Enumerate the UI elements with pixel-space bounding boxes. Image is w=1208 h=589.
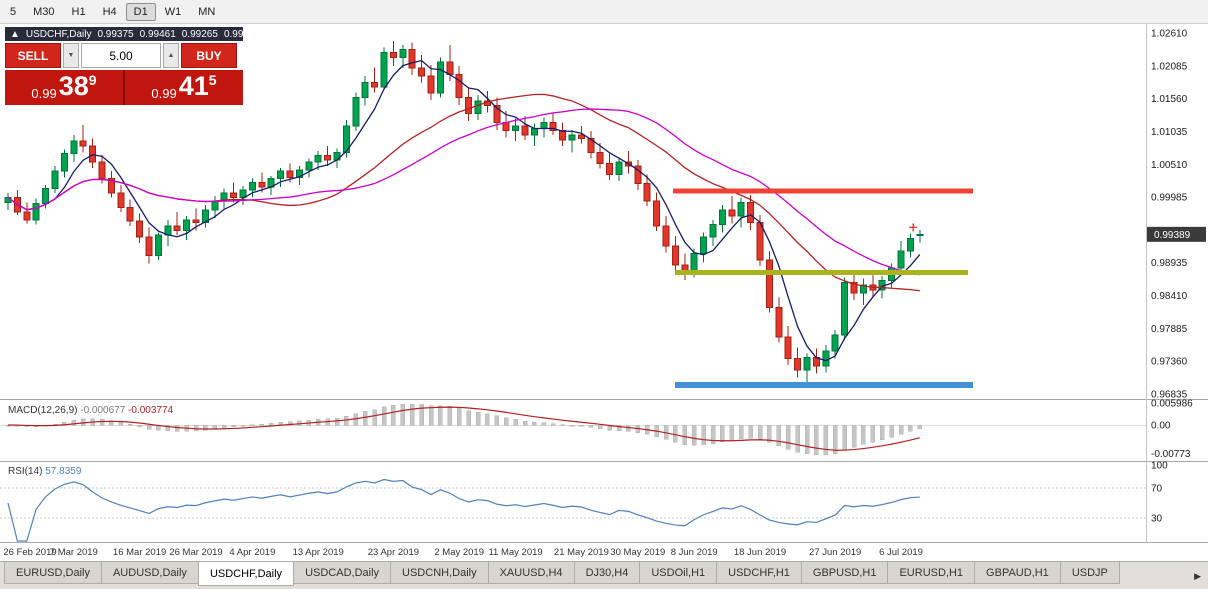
svg-text:-0.00773: -0.00773 — [1151, 449, 1191, 460]
timeframe-button-h1[interactable]: H1 — [71, 5, 86, 18]
date-axis-label: 26 Mar 2019 — [169, 547, 222, 558]
chart-area: 1.02610 1.02085 1.01560 1.01035 1.00510 0.999… — [0, 24, 1208, 561]
price-axis-label: 0.98410 — [1151, 291, 1188, 302]
price-axis-label: 0.96835 — [1151, 390, 1188, 401]
chart-tab-eurusd-h1[interactable]: EURUSD,H1 — [887, 562, 976, 584]
date-axis-label: 2 May 2019 — [434, 547, 484, 558]
timeframe-button-w1[interactable]: W1 — [164, 5, 182, 18]
ma-fast-line — [7, 59, 921, 362]
rsi-line — [7, 478, 920, 542]
macd-axis-labels: 0.005986 0.00 -0.00773 — [1151, 399, 1193, 460]
sell-price-display: 0.99 38 9 — [5, 70, 125, 105]
chart-background — [0, 24, 1208, 561]
panel-separators — [0, 24, 1208, 543]
price-axis-label: 0.99985 — [1151, 193, 1188, 204]
volume-down-icon[interactable]: ▼ — [63, 43, 79, 68]
volume-up-icon[interactable]: ▲ — [163, 43, 179, 68]
chart-tab-usdoil-h1[interactable]: USDOil,H1 — [639, 562, 718, 584]
svg-text:0.005986: 0.005986 — [1151, 399, 1193, 410]
timeframe-toolbar: 5 M30 H1 H4 D1 W1 MN — [0, 0, 1208, 24]
price-axis-label: 0.98935 — [1151, 258, 1188, 269]
timeframe-button-m30[interactable]: M30 — [33, 5, 55, 18]
chart-tab-usdchf-daily[interactable]: USDCHF,Daily — [197, 562, 295, 586]
date-axis-label: 7 Mar 2019 — [50, 547, 98, 558]
rsi-label: RSI(14) 57.8359 — [8, 466, 82, 477]
svg-text:0.00: 0.00 — [1151, 421, 1171, 432]
buy-price-display: 0.99 41 5 — [125, 70, 243, 105]
sell-price-prefix: 0.99 — [31, 86, 57, 101]
timeframe-button-d1[interactable]: D1 — [125, 2, 156, 21]
chart-tab-usdcnh-daily[interactable]: USDCNH,Daily — [390, 562, 489, 584]
sell-price-big: 38 — [58, 71, 89, 101]
chart-tab-audusd-daily[interactable]: AUDUSD,Daily — [100, 562, 199, 584]
ohlc-open: 0.99375 — [97, 28, 134, 40]
date-axis-label: 11 May 2019 — [488, 547, 542, 558]
one-click-trading-panel: ▲ USDCHF,Daily 0.99375 0.99461 0.99265 0… — [5, 27, 260, 105]
rsi-axis-labels: 100 70 30 — [1151, 461, 1168, 525]
chart-tab-usdjp[interactable]: USDJP — [1059, 562, 1120, 584]
buy-button[interactable]: BUY — [181, 43, 237, 68]
price-axis-label: 1.02085 — [1151, 61, 1188, 72]
date-axis-label: 21 May 2019 — [554, 547, 609, 558]
date-axis-label: 18 Jun 2019 — [734, 547, 786, 558]
date-axis-label: 30 May 2019 — [610, 547, 665, 558]
price-axis-label: 1.01035 — [1151, 127, 1188, 138]
svg-text:100: 100 — [1151, 461, 1168, 472]
chart-tab-usdcad-daily[interactable]: USDCAD,Daily — [293, 562, 392, 584]
ohlc-low: 0.99265 — [181, 28, 218, 40]
date-axis-label: 8 Jun 2019 — [671, 547, 718, 558]
chart-canvas[interactable]: 1.026101.020851.015601.010351.005100.999… — [0, 24, 1208, 561]
chart-tabs-bar: EURUSD,Daily AUDUSD,Daily USDCHF,Daily USDC… — [0, 561, 1208, 589]
cross-marker — [909, 223, 918, 232]
date-axis-label: 6 Jul 2019 — [879, 547, 923, 558]
timeframe-button-h4[interactable]: H4 — [102, 5, 117, 18]
macd-histogram — [5, 403, 923, 456]
chart-tab-dj30-h4[interactable]: DJ30,H4 — [573, 562, 641, 584]
price-axis-label: 1.01560 — [1151, 94, 1188, 105]
timeframe-button-5[interactable]: 5 — [10, 5, 17, 18]
chart-tab-usdchf-h1[interactable]: USDCHF,H1 — [716, 562, 802, 584]
macd-signal-line — [7, 406, 920, 451]
chart-window-header[interactable]: ▲ USDCHF,Daily 0.99375 0.99461 0.99265 0… — [5, 27, 260, 41]
chart-tab-xauusd-h4[interactable]: XAUUSD,H4 — [487, 562, 575, 584]
current-price-badge — [1147, 226, 1206, 242]
date-axis-label: 27 Jun 2019 — [809, 547, 861, 558]
price-axis-labels: 1.02610 1.02085 1.01560 1.01035 1.00510 0.999… — [1151, 29, 1188, 401]
date-axis-label: 4 Apr 2019 — [229, 547, 275, 558]
ohlc-close: 0.99389 — [223, 28, 261, 40]
timeframe-button-mn[interactable]: MN — [198, 5, 216, 18]
date-axis-label: 26 Feb 2019 — [3, 547, 56, 558]
ma-slow-line — [7, 108, 920, 276]
chart-tab-gbpusd-h1[interactable]: GBPUSD,H1 — [800, 562, 889, 584]
price-axis-label: 0.97360 — [1151, 357, 1188, 368]
collapse-icon[interactable]: ▲ — [10, 28, 20, 40]
date-axis-label: 16 Mar 2019 — [113, 547, 166, 558]
tabs-scroll-right-icon[interactable]: ▶ — [1190, 570, 1205, 583]
trade-prices-row: 0.99 38 9 0.99 41 5 — [5, 70, 243, 105]
volume-input[interactable] — [81, 43, 161, 68]
buy-price-prefix: 0.99 — [151, 86, 177, 101]
svg-text:70: 70 — [1151, 483, 1163, 494]
buy-price-big: 41 — [178, 71, 209, 101]
ohlc-high: 0.99461 — [139, 28, 176, 40]
macd-label: MACD(12,26,9) -0.000677 -0.003774 — [8, 405, 174, 416]
trade-controls-row: SELL ▼ ▲ BUY — [5, 43, 243, 68]
price-axis-label: 1.02610 — [1151, 29, 1188, 40]
price-axis-label: 1.00510 — [1151, 160, 1188, 171]
date-axis-label: 23 Apr 2019 — [368, 547, 419, 558]
date-axis-label: 13 Apr 2019 — [293, 547, 344, 558]
current-price-text: 0.99389 — [1154, 230, 1191, 241]
price-axis-label: 0.97885 — [1151, 324, 1188, 335]
drawn-hlines[interactable] — [673, 188, 973, 388]
sell-price-sup: 9 — [88, 72, 97, 88]
chart-tab-gbpaud-h1[interactable]: GBPAUD,H1 — [974, 562, 1061, 584]
buy-price-sup: 5 — [208, 72, 217, 88]
svg-text:30: 30 — [1151, 514, 1163, 525]
sell-button[interactable]: SELL — [5, 43, 61, 68]
chart-tab-eurusd-daily[interactable]: EURUSD,Daily — [4, 562, 102, 584]
chart-symbol-label: USDCHF,Daily — [25, 28, 92, 40]
